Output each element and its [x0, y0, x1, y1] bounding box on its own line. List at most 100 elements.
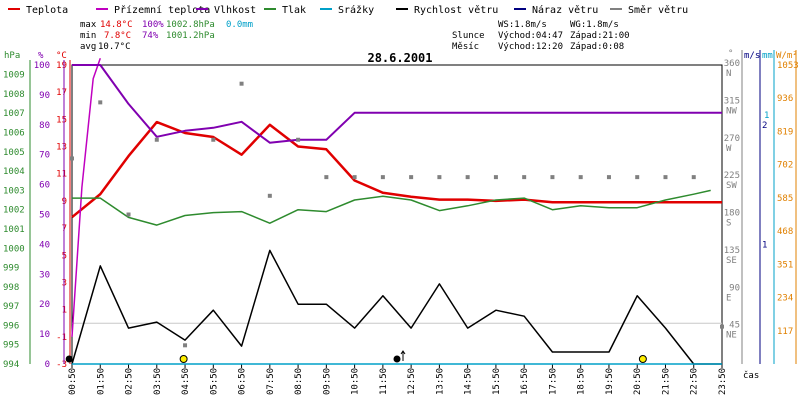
stats-max-hum: 100%	[142, 20, 164, 30]
moon-label: Měsíc	[452, 42, 479, 52]
series-layer	[70, 57, 724, 365]
x-tick-label: 22:50	[690, 368, 700, 395]
legend-label-prizemni: Přízemní teplota	[114, 4, 210, 16]
x-tick-label: 17:50	[548, 368, 558, 395]
series-line-tlak	[72, 189, 711, 226]
moon-rise: Východ:12:20	[498, 42, 563, 52]
wind-direction-point	[154, 137, 159, 142]
moonrise-marker	[393, 355, 401, 363]
wind-wg: WG:1.8m/s	[570, 20, 619, 30]
stats-min-press: 1001.2hPa	[166, 31, 215, 41]
pressure-tick: 1002	[3, 206, 25, 216]
axis-radiation: 1053 936 819 702 585 468 351 234 117	[777, 61, 799, 337]
wind-direction-tick: 360	[724, 59, 740, 69]
marker-layer	[65, 350, 647, 363]
header-pct: %	[38, 51, 44, 61]
pressure-tick: 996	[3, 321, 19, 331]
temperature-tick: -1	[56, 333, 67, 343]
astro-info: WS:1.8m/s WG:1.8m/s Slunce Východ:04:47 …	[452, 20, 630, 52]
wind-direction-point	[126, 212, 131, 217]
pressure-tick: 1009	[3, 71, 25, 81]
humidity-tick: 50	[39, 211, 50, 221]
header-degc: °C	[56, 51, 67, 61]
wind-direction-point	[606, 175, 611, 180]
x-tick-label: 16:50	[520, 368, 530, 395]
wind-direction-compass: SE	[726, 256, 737, 266]
stats-block: max 14.8°C 100% 1002.8hPa 0.0mm min 7.8°…	[80, 20, 253, 52]
humidity-tick: 20	[39, 300, 50, 310]
pressure-tick: 1001	[3, 225, 25, 235]
x-tick-label: 07:50	[266, 368, 276, 395]
x-tick-label: 06:50	[238, 368, 248, 395]
sunset-marker	[638, 355, 647, 363]
wind-direction-compass: NE	[726, 331, 737, 341]
temperature-tick: 15	[56, 115, 67, 125]
x-tick-label: 15:50	[492, 368, 502, 395]
axis-wind-speed: 12	[762, 121, 767, 251]
sun-set: Západ:21:00	[570, 31, 630, 41]
wind-speed-tick: 2	[762, 121, 767, 131]
moon-set: Západ:0:08	[570, 42, 624, 52]
radiation-tick: 234	[777, 294, 793, 304]
pressure-tick: 998	[3, 283, 19, 293]
stats-max-press: 1002.8hPa	[166, 20, 215, 30]
x-tick-label: 01:50	[96, 368, 106, 395]
wind-direction-compass: S	[726, 219, 731, 229]
pressure-tick: 1006	[3, 129, 25, 139]
legend-label-teplota: Teplota	[26, 5, 68, 16]
wind-direction-compass: NW	[726, 106, 737, 116]
wind-direction-point	[465, 175, 470, 180]
pressure-tick: 1005	[3, 148, 25, 158]
wind-direction-point	[380, 175, 385, 180]
humidity-tick: 0	[45, 360, 50, 370]
wind-direction-tick: 315	[724, 96, 740, 106]
wind-direction-point	[437, 175, 442, 180]
x-tick-label: 08:50	[294, 368, 304, 395]
x-tick-label: 20:50	[633, 368, 643, 395]
humidity-tick: 10	[39, 330, 50, 340]
humidity-tick: 80	[39, 121, 50, 131]
temperature-tick: 13	[56, 143, 67, 153]
radiation-tick: 819	[777, 127, 793, 137]
header-ms: m/s	[744, 51, 760, 61]
pressure-tick: 1000	[3, 244, 25, 254]
wind-direction-tick: 135	[724, 246, 740, 256]
wind-direction-point	[267, 193, 272, 198]
pressure-tick: 1007	[3, 109, 25, 119]
wind-direction-point	[296, 137, 301, 142]
stats-avg-label: avg	[80, 42, 96, 52]
moonrise-arrow-head	[400, 350, 406, 355]
wind-direction-tick: 90	[729, 283, 740, 293]
wind-direction-point	[493, 175, 498, 180]
pressure-tick: 1008	[3, 90, 25, 100]
legend-label-vlhkost: Vlhkost	[214, 5, 256, 16]
x-tick-label: 10:50	[351, 368, 361, 395]
x-axis-label: čas	[743, 370, 759, 381]
legend-label-tlak: Tlak	[282, 5, 306, 16]
wind-direction-point	[352, 175, 357, 180]
x-tick-label: 12:50	[407, 368, 417, 395]
stats-min-label: min	[80, 31, 96, 41]
radiation-tick: 585	[777, 194, 793, 204]
x-tick-label: 19:50	[605, 368, 615, 395]
sun-label: Slunce	[452, 31, 485, 41]
sun-rise: Východ:04:47	[498, 31, 563, 41]
legend-label-naraz: Náraz větru	[532, 4, 598, 16]
header-mm: mm	[762, 51, 773, 61]
wind-direction-tick: 180	[724, 209, 740, 219]
temperature-tick: 19	[56, 61, 67, 71]
x-tick-label: 03:50	[153, 368, 163, 395]
wind-direction-point	[635, 175, 640, 180]
x-tick-label: 13:50	[435, 368, 445, 395]
radiation-tick: 351	[777, 260, 793, 270]
temperature-tick: 17	[56, 88, 67, 98]
stats-max-rain: 0.0mm	[226, 20, 253, 30]
x-tick-label: 00:50	[68, 368, 78, 395]
wind-direction-point	[409, 175, 414, 180]
wind-direction-tick: 225	[724, 171, 740, 181]
legend-label-smer: Směr větru	[628, 4, 688, 16]
humidity-tick: 70	[39, 151, 50, 161]
x-tick-label: 11:50	[379, 368, 389, 395]
wind-direction-compass: N	[726, 69, 731, 79]
